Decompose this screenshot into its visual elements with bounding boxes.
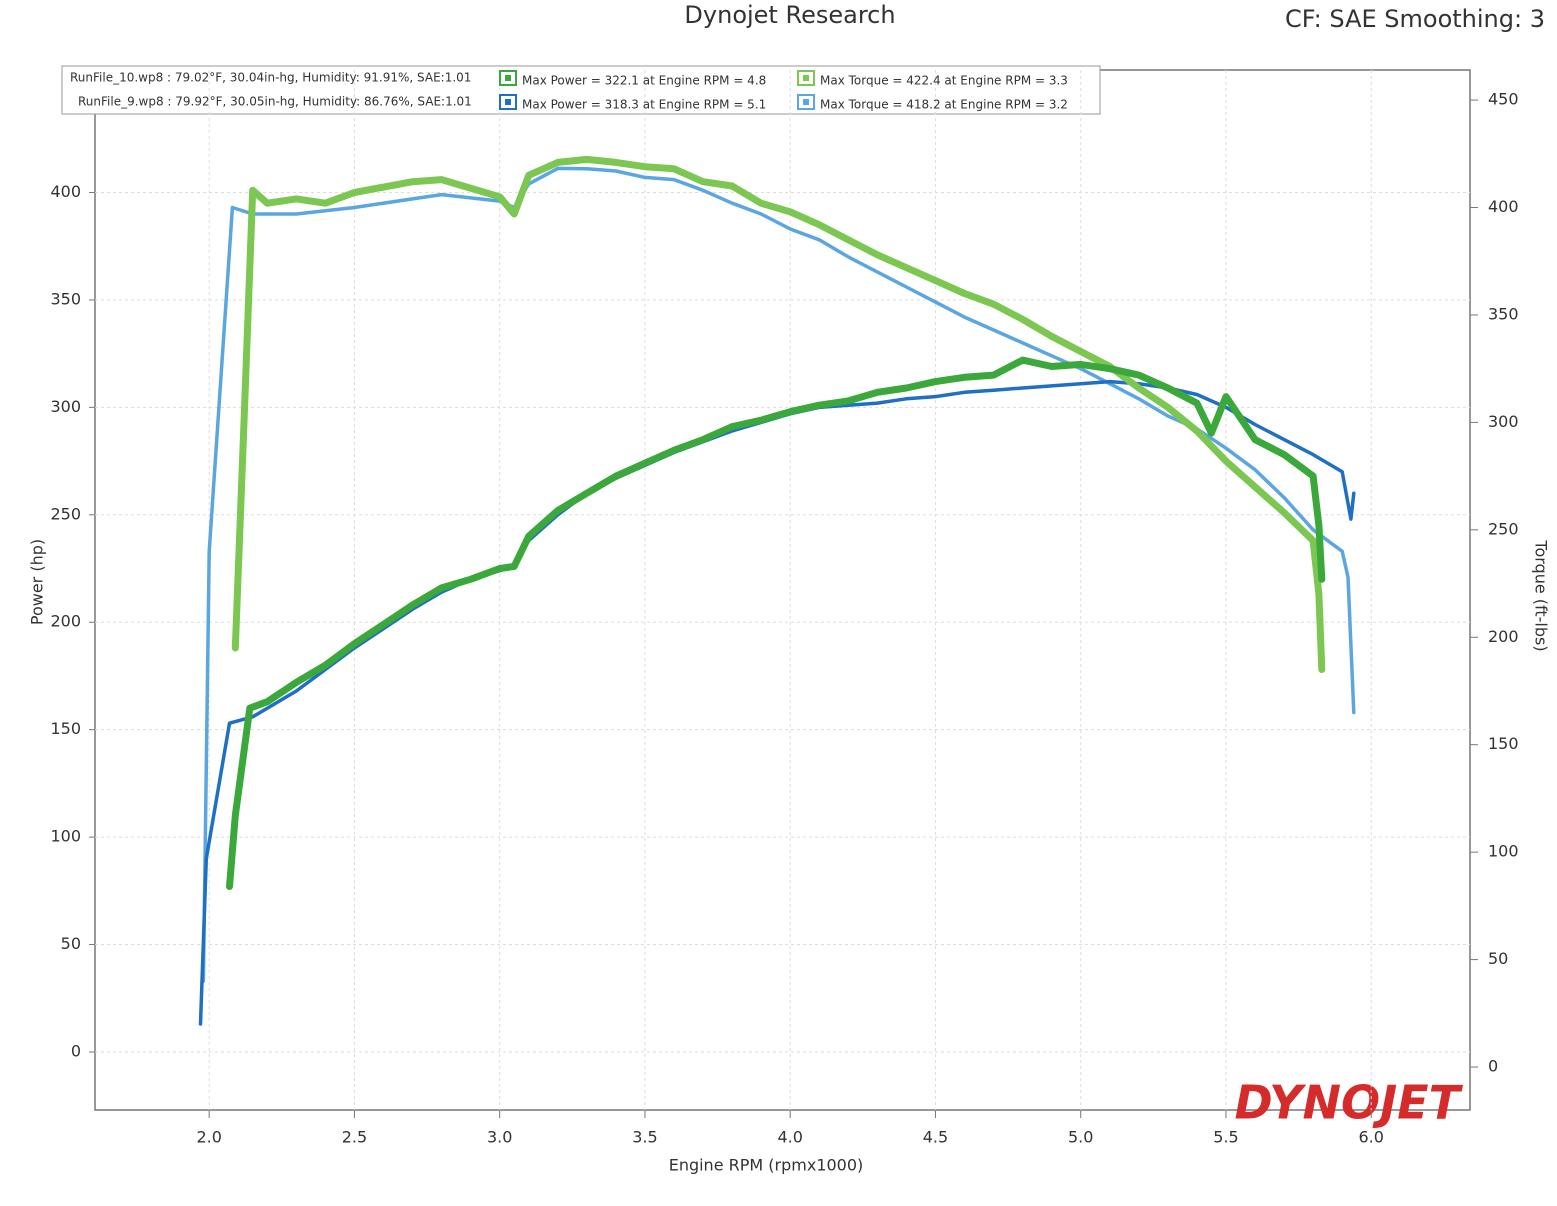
x-tick-label: 4.0 — [777, 1128, 802, 1147]
x-tick-label: 4.5 — [923, 1128, 948, 1147]
y2-tick-label: 250 — [1488, 519, 1519, 538]
legend-run: RunFile_10.wp8 : 79.02°F, 30.04in-hg, Hu… — [70, 71, 471, 85]
y2-axis-label: Torque (ft-lbs) — [1532, 539, 1551, 651]
series-line — [226, 356, 1326, 890]
legend-entry: Max Torque = 422.4 at Engine RPM = 3.3 — [820, 74, 1068, 88]
legend-swatch-dot — [505, 75, 511, 81]
x-tick-label: 6.0 — [1358, 1128, 1383, 1147]
legend-swatch-dot — [505, 99, 511, 105]
y-tick-label: 100 — [50, 827, 81, 846]
x-tick-label: 2.0 — [196, 1128, 221, 1147]
x-tick-label: 2.5 — [342, 1128, 367, 1147]
legend-swatch-dot — [803, 99, 809, 105]
logo: DYNOJET — [1235, 1076, 1464, 1130]
legend-entry: Max Power = 322.1 at Engine RPM = 4.8 — [522, 74, 766, 88]
y2-tick-label: 50 — [1488, 949, 1508, 968]
legend — [61, 65, 1101, 115]
y-tick-label: 50 — [61, 934, 81, 953]
series-line — [201, 166, 1356, 983]
legend-entry: Max Power = 318.3 at Engine RPM = 5.1 — [522, 98, 766, 112]
y2-tick-label: 300 — [1488, 412, 1519, 431]
legend-swatch-dot — [803, 75, 809, 81]
y-axis-label: Power (hp) — [28, 539, 47, 625]
y2-tick-label: 200 — [1488, 627, 1519, 646]
y-tick-label: 150 — [50, 719, 81, 738]
legend-run: RunFile_9.wp8 : 79.92°F, 30.05in-hg, Hum… — [78, 95, 472, 109]
legend-entry: Max Torque = 418.2 at Engine RPM = 3.2 — [820, 98, 1068, 112]
y2-tick-label: 350 — [1488, 304, 1519, 323]
x-tick-label: 5.5 — [1213, 1128, 1238, 1147]
chart-title: Dynojet Research — [684, 1, 895, 29]
y2-tick-label: 400 — [1488, 197, 1519, 216]
x-axis-label: Engine RPM (rpmx1000) — [669, 1156, 864, 1175]
chart-subtitle: CF: SAE Smoothing: 3 — [1285, 5, 1545, 33]
y2-tick-label: 100 — [1488, 842, 1519, 861]
x-tick-label: 3.0 — [487, 1128, 512, 1147]
y2-tick-label: 150 — [1488, 734, 1519, 753]
y-tick-label: 300 — [50, 397, 81, 416]
y-tick-label: 0 — [71, 1041, 81, 1060]
y2-tick-label: 0 — [1488, 1057, 1498, 1076]
y-tick-label: 400 — [50, 182, 81, 201]
y-tick-label: 250 — [50, 504, 81, 523]
y2-tick-label: 450 — [1488, 90, 1519, 109]
series-line — [231, 155, 1326, 673]
y-tick-label: 350 — [50, 289, 81, 308]
x-tick-label: 5.0 — [1068, 1128, 1093, 1147]
y-tick-label: 200 — [50, 612, 81, 631]
x-tick-label: 3.5 — [632, 1128, 657, 1147]
